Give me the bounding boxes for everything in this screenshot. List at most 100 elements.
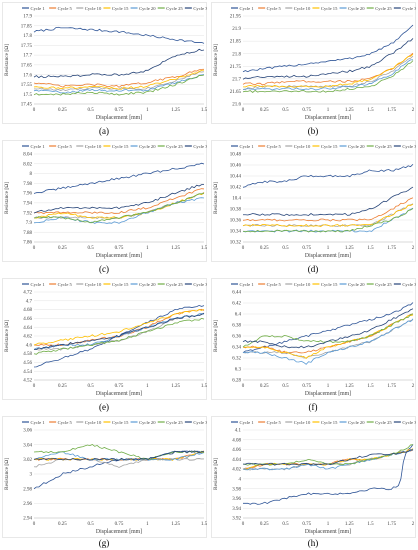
x-tick-label: 1.5	[201, 384, 207, 389]
legend-label: Cycle 30	[402, 6, 416, 11]
x-tick-label: 2	[412, 522, 415, 527]
chart-h: Cycle 1 Cycle 5 Cycle 10 Cycle 15 Cycle 20 Cy…	[211, 416, 416, 538]
x-tick-label: 0	[242, 108, 245, 113]
y-tick-label: 10.36	[230, 219, 242, 224]
legend-label: Cycle 1	[31, 144, 46, 149]
series-line-cycle-5	[33, 68, 205, 88]
y-tick-label: 4.66	[23, 317, 32, 322]
y-tick-label: 17.8	[23, 34, 32, 39]
y-axis-title: Resistance [Ω]	[4, 182, 10, 214]
legend-label: Cycle 30	[193, 6, 207, 11]
chart-frame	[2, 2, 207, 124]
legend-label: Cycle 1	[240, 144, 255, 149]
legend-label: Cycle 30	[402, 420, 416, 425]
x-tick-label: 0	[242, 246, 245, 251]
y-tick-label: 4.64	[23, 326, 32, 331]
legend-label: Cycle 5	[267, 420, 282, 425]
legend-label: Cycle 5	[58, 144, 73, 149]
legend-label: Cycle 10	[85, 6, 102, 11]
y-tick-label: 2.94	[23, 517, 32, 522]
legend-label: Cycle 1	[31, 6, 46, 11]
y-tick-label: 6.4	[235, 313, 242, 318]
y-tick-label: 17.5	[23, 93, 32, 98]
y-tick-label: 4.04	[232, 458, 241, 463]
y-tick-label: 6.42	[232, 302, 241, 307]
series-line-cycle-30	[242, 449, 414, 466]
y-tick-label: 3.96	[232, 497, 241, 502]
legend-label: Cycle 10	[294, 6, 311, 11]
legend-label: Cycle 20	[348, 420, 365, 425]
panel-label-d: (d)	[307, 264, 319, 274]
x-tick-label: 0.25	[58, 246, 67, 251]
legend-label: Cycle 5	[58, 420, 73, 425]
series-line-cycle-25	[242, 208, 414, 233]
y-tick-label: 7.86	[23, 241, 32, 246]
x-axis-title: Displacement [mm]	[96, 253, 142, 259]
y-axis-title: Resistance [Ω]	[4, 320, 10, 352]
series-line-cycle-25	[33, 74, 205, 96]
y-tick-label: 17.45	[21, 103, 33, 108]
legend-label: Cycle 30	[402, 144, 416, 149]
series-line-cycle-20	[33, 74, 205, 94]
x-tick-label: 1	[146, 108, 149, 113]
x-tick-label: 1.5	[201, 108, 207, 113]
legend: Cycle 1 Cycle 5 Cycle 10 Cycle 15 Cycle 20 Cy…	[231, 6, 416, 11]
y-tick-label: 4.52	[23, 379, 32, 384]
legend-label: Cycle 5	[58, 6, 73, 11]
x-tick-label: 1.5	[367, 108, 374, 113]
y-tick-label: 10.38	[230, 208, 242, 213]
series-line-cycle-5	[242, 197, 414, 222]
y-tick-label: 21.85	[230, 40, 242, 45]
x-tick-label: 1	[327, 522, 330, 527]
y-tick-label: 6.32	[232, 357, 241, 362]
panel-label-e: (e)	[99, 402, 109, 412]
x-tick-label: 1.25	[171, 246, 180, 251]
x-tick-label: 0.75	[115, 108, 124, 113]
legend: Cycle 1 Cycle 5 Cycle 10 Cycle 15 Cycle 20 Cy…	[22, 420, 207, 425]
panel-label-f: (f)	[308, 402, 318, 412]
series-line-cycle-1	[243, 444, 414, 505]
series-line-cycle-30	[33, 183, 205, 214]
legend-label: Cycle 25	[166, 420, 183, 425]
chart-frame	[211, 416, 416, 538]
y-tick-label: 10.4	[232, 197, 241, 202]
x-tick-label: 0.5	[282, 522, 289, 527]
y-tick-label: 3.92	[232, 517, 241, 522]
series-line-cycle-30	[33, 450, 205, 461]
y-tick-label: 3.02	[23, 458, 32, 463]
y-tick-label: 4.72	[23, 291, 32, 296]
y-tick-label: 3	[30, 473, 33, 478]
x-tick-label: 0.75	[302, 108, 311, 113]
y-tick-label: 21.9	[232, 27, 241, 32]
legend-label: Cycle 30	[193, 420, 207, 425]
legend-label: Cycle 15	[321, 6, 338, 11]
legend-label: Cycle 25	[166, 282, 183, 287]
x-axis-title: Displacement [mm]	[96, 529, 142, 535]
legend-label: Cycle 15	[112, 6, 129, 11]
x-tick-label: 0.75	[115, 246, 124, 251]
y-tick-label: 7.98	[23, 182, 32, 187]
panel-label-h: (h)	[307, 538, 319, 548]
x-axis-title: Displacement [mm]	[305, 115, 351, 121]
x-tick-label: 0.75	[302, 384, 311, 389]
chart-a: Cycle 1 Cycle 5 Cycle 10 Cycle 15 Cycle 20 Cy…	[2, 2, 207, 124]
series-line-cycle-1	[33, 162, 205, 194]
x-tick-label: 1	[327, 384, 330, 389]
legend-label: Cycle 10	[294, 144, 311, 149]
legend-label: Cycle 1	[31, 282, 46, 287]
y-tick-label: 4.56	[23, 361, 32, 366]
series-line-cycle-1	[242, 302, 414, 353]
x-tick-label: 1	[146, 522, 149, 527]
legend-label: Cycle 10	[85, 282, 102, 287]
x-tick-label: 1.5	[367, 246, 374, 251]
x-tick-label: 1.25	[171, 522, 180, 527]
y-tick-label: 6.38	[232, 324, 241, 329]
series-line-cycle-30	[33, 312, 205, 350]
y-tick-label: 21.7	[232, 77, 241, 82]
x-axis-title: Displacement [mm]	[305, 529, 351, 535]
legend-label: Cycle 15	[112, 282, 129, 287]
y-tick-label: 10.32	[230, 241, 242, 246]
series-line-cycle-1	[242, 24, 414, 73]
y-tick-label: 6.36	[232, 335, 241, 340]
